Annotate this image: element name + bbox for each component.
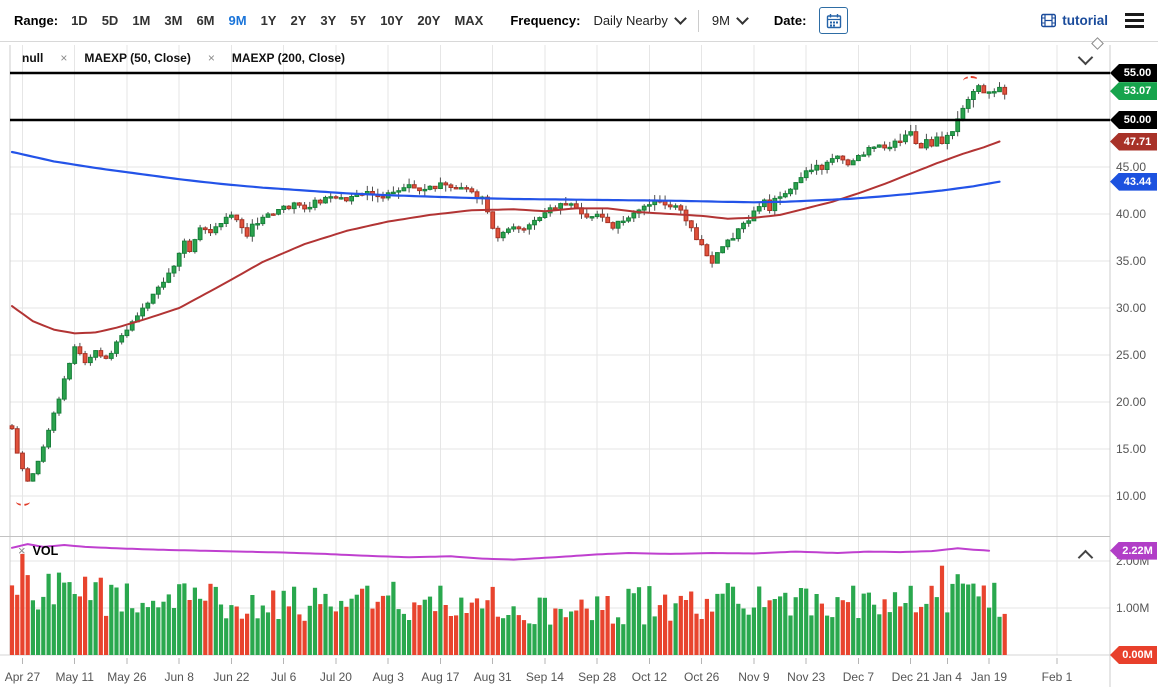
tab-ma50[interactable]: MAEXP (50, Close): [84, 51, 191, 65]
range-option-3m[interactable]: 3M: [164, 13, 183, 28]
menu-button[interactable]: [1123, 8, 1146, 33]
date-label: Date:: [773, 13, 807, 28]
chart-canvas[interactable]: [0, 42, 1158, 697]
toolbar: Range: 1D 5D 1M 3M 6M 9M 1Y 2Y 3Y 5Y 10Y 20Y MAX Fre…: [0, 0, 1158, 42]
tab-symbol[interactable]: null: [22, 51, 44, 65]
date-picker-button[interactable]: [819, 7, 849, 34]
tutorial-label: tutorial: [1062, 13, 1108, 28]
period-dropdown[interactable]: 9M: [711, 12, 749, 28]
tab-ma200[interactable]: MAEXP (200, Close): [231, 51, 345, 65]
range-option-1y[interactable]: 1Y: [260, 13, 277, 28]
toolbar-left: Range: 1D 5D 1M 3M 6M 9M 1Y 2Y 3Y 5Y 10Y 20Y MAX Fre…: [14, 7, 849, 34]
calendar-icon: [826, 13, 842, 28]
range-option-3y[interactable]: 3Y: [320, 13, 337, 28]
range-option-1d[interactable]: 1D: [71, 13, 88, 28]
chart-area: null × MAEXP (50, Close) × MAEXP (200, C…: [0, 37, 1158, 697]
range-option-10y[interactable]: 10Y: [380, 13, 404, 28]
low-marker: [16, 497, 30, 506]
range-option-5d[interactable]: 5D: [101, 13, 119, 28]
high-marker: [963, 76, 979, 86]
frequency-dropdown[interactable]: Daily Nearby: [593, 12, 687, 28]
frequency-value: Daily Nearby: [593, 13, 668, 28]
range-option-2y[interactable]: 2Y: [290, 13, 307, 28]
range-option-5y[interactable]: 5Y: [350, 13, 367, 28]
tutorial-link[interactable]: tutorial: [1041, 13, 1108, 28]
frequency-label: Frequency:: [510, 13, 581, 28]
toolbar-right: tutorial: [1041, 8, 1146, 33]
period-value: 9M: [711, 13, 730, 28]
close-icon[interactable]: ×: [18, 543, 26, 558]
chevron-down-icon: [673, 12, 687, 25]
volume-panel-label: VOL: [32, 544, 59, 558]
range-label: Range:: [14, 13, 59, 28]
chevron-down-icon: [736, 12, 749, 25]
range-options: 1D 5D 1M 3M 6M 9M 1Y 2Y 3Y 5Y 10Y 20Y MAX: [71, 13, 483, 28]
range-option-1m[interactable]: 1M: [132, 13, 151, 28]
range-option-max[interactable]: MAX: [454, 13, 484, 28]
range-option-9m[interactable]: 9M: [228, 13, 247, 28]
toolbar-divider: [697, 9, 699, 32]
film-icon: [1041, 13, 1057, 28]
close-icon[interactable]: ×: [207, 51, 215, 65]
range-option-20y[interactable]: 20Y: [417, 13, 441, 28]
range-option-6m[interactable]: 6M: [196, 13, 215, 28]
close-icon[interactable]: ×: [60, 51, 68, 65]
overlay-tabs: null × MAEXP (50, Close) × MAEXP (200, C…: [10, 45, 357, 71]
volume-panel-header: × VOL: [18, 543, 59, 559]
